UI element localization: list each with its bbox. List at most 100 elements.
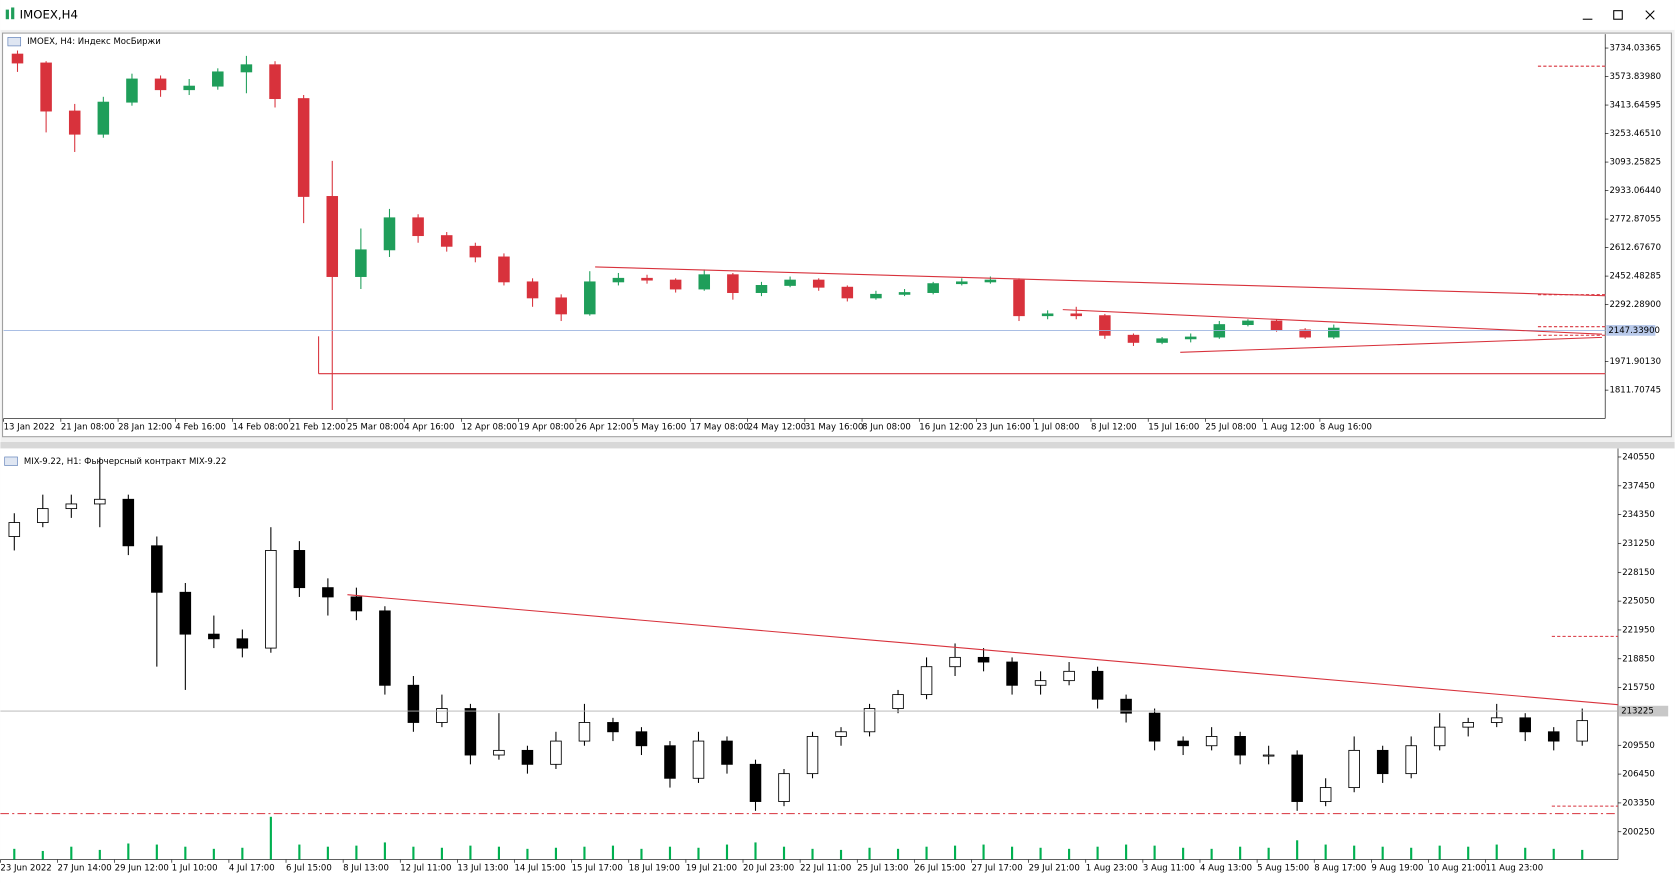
y-tick-label: 1971.90130 xyxy=(1609,357,1661,367)
candle-body xyxy=(812,279,825,288)
candle-body xyxy=(1177,740,1189,747)
candle-body xyxy=(407,684,420,723)
candle-body xyxy=(265,550,277,649)
volume-bar xyxy=(355,845,358,860)
maximize-button[interactable] xyxy=(1613,10,1623,20)
candle-body xyxy=(664,745,676,779)
volume-bar xyxy=(184,846,187,860)
candle-body xyxy=(721,740,733,765)
candle-body xyxy=(1099,315,1111,336)
volume-bar xyxy=(127,843,130,860)
volume-bar xyxy=(1524,847,1527,860)
volume-bar xyxy=(1495,844,1498,860)
x-tick-label: 4 Feb 16:00 xyxy=(175,423,226,433)
trendline[interactable] xyxy=(1062,309,1603,335)
volume-bar xyxy=(1011,846,1014,860)
x-tick-label: 11 Aug 23:00 xyxy=(1486,864,1544,874)
candle-body xyxy=(927,283,939,293)
trendline[interactable] xyxy=(595,266,1606,297)
volume-bar xyxy=(469,845,472,860)
candle-body xyxy=(440,235,453,247)
volume-bar xyxy=(1239,846,1242,860)
y-tick-label: 234350 xyxy=(1622,510,1655,520)
candle-body xyxy=(612,277,625,283)
volume-bar xyxy=(155,844,158,860)
candle-body xyxy=(151,545,163,593)
candle-body xyxy=(11,53,24,64)
x-tick-label: 1 Jul 10:00 xyxy=(172,864,218,874)
volume-bar xyxy=(212,848,215,860)
candle-body xyxy=(778,773,790,802)
candle-body xyxy=(521,749,534,765)
candle-body xyxy=(412,217,424,237)
candle-body xyxy=(607,722,619,733)
candle-body xyxy=(1063,670,1075,682)
chart-header: MIX-9.22, H1: Фьючерсный контракт MIX-9.… xyxy=(24,457,227,467)
volume-bar xyxy=(554,847,558,860)
volume-bar xyxy=(1096,846,1099,860)
candle-body xyxy=(956,281,968,285)
x-tick-label: 4 Aug 13:00 xyxy=(1200,864,1252,874)
x-tick-label: 1 Aug 23:00 xyxy=(1086,864,1138,874)
panel-splitter[interactable] xyxy=(0,442,1675,449)
candle-body xyxy=(297,98,310,197)
volume-bar xyxy=(925,846,928,860)
trendlines-top xyxy=(318,65,1606,375)
x-tick-label: 21 Jan 08:00 xyxy=(61,423,115,433)
close-button[interactable] xyxy=(1645,10,1655,20)
volume-bar xyxy=(269,816,272,860)
y-tick-label: 2612.67670 xyxy=(1609,243,1661,253)
volume-bar xyxy=(1210,848,1213,860)
candle-body xyxy=(784,279,796,286)
candle-body xyxy=(1462,722,1474,728)
volume-bar xyxy=(1267,847,1270,860)
y-tick-label: 3413.64595 xyxy=(1609,101,1661,111)
x-tick-label: 25 Jul 13:00 xyxy=(857,864,908,874)
x-tick-label: 21 Feb 12:00 xyxy=(290,423,346,433)
candle-body xyxy=(97,101,110,135)
x-tick-label: 24 May 12:00 xyxy=(748,423,807,433)
x-tick-label: 19 Jul 21:00 xyxy=(686,864,737,874)
candle-body xyxy=(550,740,562,765)
x-tick-label: 13 Jan 2022 xyxy=(4,423,55,433)
trendline[interactable] xyxy=(1180,336,1603,353)
y-tick-label: 221950 xyxy=(1622,625,1655,635)
volume-bar xyxy=(1125,844,1128,860)
trendlines-bottom xyxy=(0,594,1619,815)
x-tick-label: 14 Jul 15:00 xyxy=(515,864,566,874)
x-tick-label: 1 Aug 12:00 xyxy=(1263,423,1315,433)
volume-bar xyxy=(41,850,44,860)
x-tick-label: 8 Aug 16:00 xyxy=(1320,423,1372,433)
candle-body xyxy=(183,85,195,91)
y-tick-label: 228150 xyxy=(1622,568,1655,578)
candle-body xyxy=(1376,749,1389,775)
x-tick-label: 14 Feb 08:00 xyxy=(233,423,289,433)
candle-body xyxy=(692,740,705,779)
candle-body xyxy=(1519,717,1531,733)
x-tick-label: 26 Apr 12:00 xyxy=(576,423,632,433)
candle-body xyxy=(379,610,391,686)
candle-body xyxy=(236,638,249,649)
y-tick-label: 215750 xyxy=(1622,683,1655,693)
y-tick-label: 240550 xyxy=(1622,452,1655,462)
price-label-bg xyxy=(1619,705,1669,717)
candle-body xyxy=(870,293,882,299)
x-tick-label: 25 Jul 08:00 xyxy=(1205,423,1256,433)
candle-body xyxy=(1405,745,1417,775)
candle-body xyxy=(1262,754,1275,757)
x-tick-label: 12 Apr 08:00 xyxy=(461,423,517,433)
trendline[interactable] xyxy=(347,594,1619,706)
candle-body xyxy=(322,587,334,598)
x-tick-label: 16 Jun 12:00 xyxy=(919,423,973,433)
y-tick-label: 3573.83980 xyxy=(1609,72,1661,82)
app-icon xyxy=(5,7,15,20)
candle-body xyxy=(755,285,768,293)
candle-body xyxy=(1205,736,1218,747)
candle-body xyxy=(949,656,961,668)
volume-bar xyxy=(1381,846,1384,860)
candle-body xyxy=(383,217,396,251)
title-bar xyxy=(0,0,1675,30)
y-tick-label: 231250 xyxy=(1622,539,1655,549)
x-tick-label: 19 Apr 08:00 xyxy=(519,423,575,433)
